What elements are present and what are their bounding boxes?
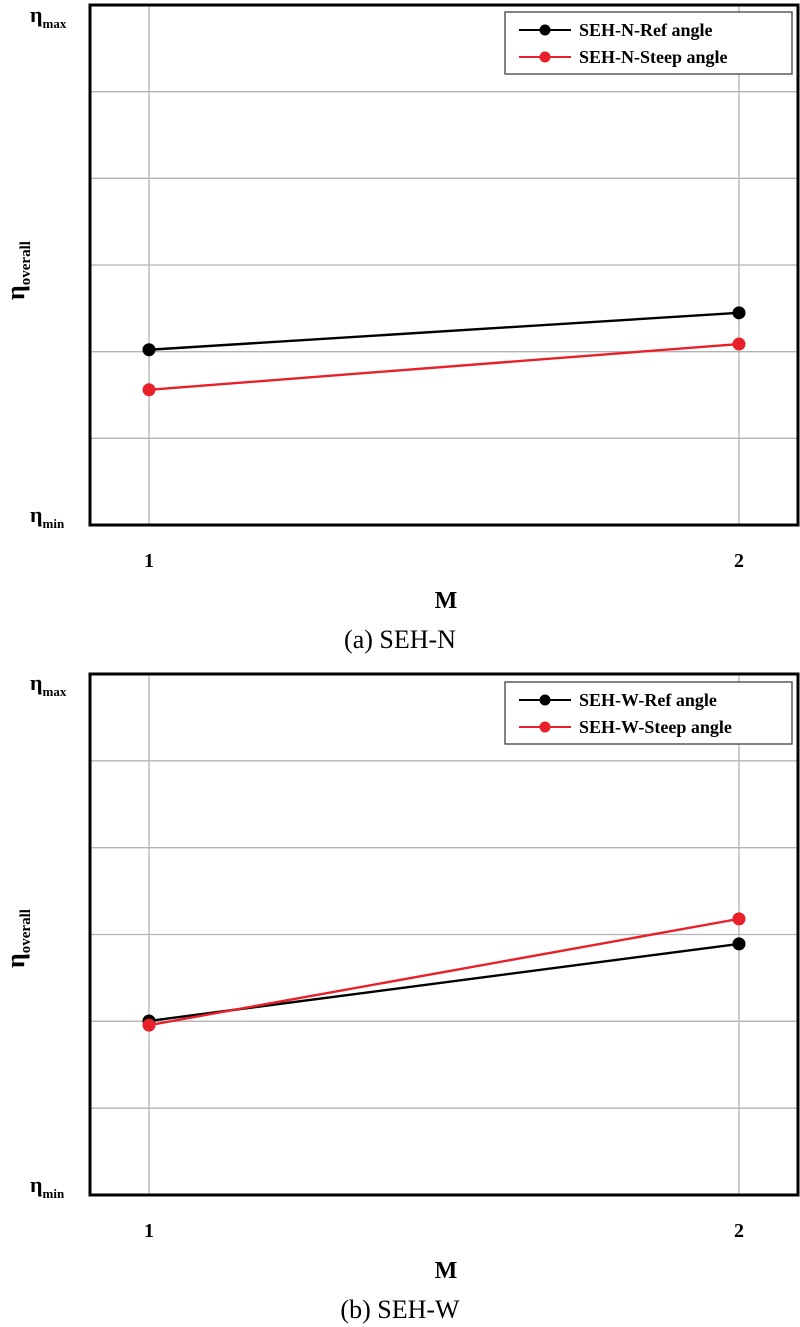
series-line [148,342,740,391]
data-point-marker [732,337,746,351]
series-ref [142,306,746,357]
legend-label: SEH-N-Ref angle [579,20,713,40]
ymax-label-a: ηmax [30,2,67,31]
gridlines-a [90,5,798,525]
legend-marker-icon [539,721,551,733]
ymax-label-b: ηmax [30,670,67,699]
y-axis-title-a: ηoverall [1,241,34,300]
series-line [148,917,740,1027]
series-line [148,311,740,351]
series-b [142,912,746,1032]
legend-marker-icon [539,694,551,706]
data-point-marker [732,912,746,926]
xtick-1-a: 1 [144,550,154,572]
series-steep [142,912,746,1032]
data-point-marker [142,1018,156,1032]
xtick-2-a: 2 [734,550,744,572]
data-point-marker [732,306,746,320]
legend-marker-icon [539,51,551,63]
plot-frame-a [88,3,800,527]
x-axis-title-b: M [435,1258,458,1284]
chart-panel-a: SEH-N-Ref angle SEH-N-Steep angle ηmax ηm… [0,0,800,660]
xtick-1-b: 1 [144,1220,154,1242]
chart-panel-b: SEH-W-Ref angle SEH-W-Steep angle ηmax ηm… [0,668,800,1327]
legend-entry: SEH-N-Ref angle [519,20,713,40]
legend-a: SEH-N-Ref angle SEH-N-Steep angle [504,11,793,75]
series-ref [142,937,746,1028]
series-a [142,306,746,397]
legend-entry: SEH-N-Steep angle [519,47,728,67]
data-point-marker [142,383,156,397]
gridlines-b [90,674,798,1195]
data-point-marker [142,343,156,357]
caption-a: (a) SEH-N [344,625,456,654]
legend-b: SEH-W-Ref angle SEH-W-Steep angle [504,681,793,745]
legend-box [504,681,793,745]
legend-entry: SEH-W-Ref angle [519,690,717,710]
legend-marker-icon [539,24,551,36]
plot-frame-b [88,672,800,1197]
y-axis-title-b: ηoverall [1,909,34,968]
series-steep [142,337,746,397]
ymin-label-b: ηmin [30,1172,65,1201]
chart-svg-a: SEH-N-Ref angle SEH-N-Steep angle ηmax ηm… [1,2,800,654]
data-point-marker [732,937,746,951]
xtick-2-b: 2 [734,1220,744,1242]
caption-b: (b) SEH-W [340,1295,460,1324]
legend-entry: SEH-W-Steep angle [519,717,732,737]
legend-label: SEH-W-Ref angle [579,690,717,710]
ymin-label-a: ηmin [30,502,65,531]
chart-svg-b: SEH-W-Ref angle SEH-W-Steep angle ηmax ηm… [1,670,800,1324]
x-axis-title-a: M [435,588,458,614]
legend-box [504,11,793,75]
legend-label: SEH-N-Steep angle [579,47,728,67]
legend-label: SEH-W-Steep angle [579,717,732,737]
